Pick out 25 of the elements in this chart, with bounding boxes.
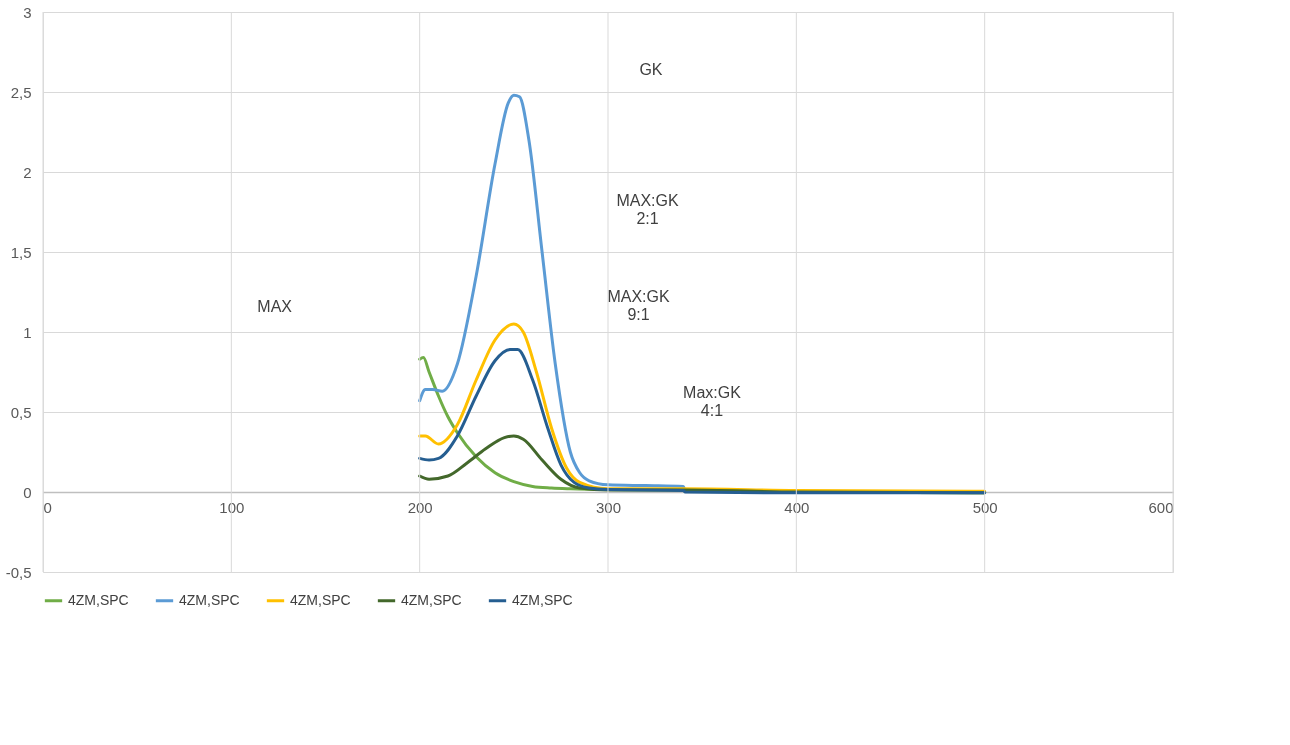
legend-label: 4ZM,SPC [512, 591, 573, 608]
annotation: Max:GK 4:1 [683, 383, 742, 419]
x-tick-label: 300 [595, 498, 622, 516]
annotation: MAX:GK 9:1 [607, 288, 670, 324]
y-tick-label: 3 [23, 3, 32, 21]
y-tick-label: 2 [23, 163, 32, 181]
y-tick-label: 0 [23, 483, 32, 501]
x-tick-label: 500 [972, 498, 998, 516]
annotation: MAX [257, 297, 293, 315]
x-tick-label: 200 [407, 498, 433, 516]
y-tick-label: 1 [23, 323, 32, 341]
legend-label: 4ZM,SPC [401, 591, 462, 608]
legend-label: 4ZM,SPC [290, 591, 351, 608]
x-tick-label: 0 [43, 498, 52, 516]
y-tick-label: 0,5 [10, 403, 32, 421]
y-tick-label: 1,5 [10, 243, 32, 261]
legend-label: 4ZM,SPC [179, 591, 240, 608]
x-tick-label: 400 [784, 498, 810, 516]
x-tick-label: 600 [1148, 498, 1174, 516]
y-tick-label: 2,5 [10, 83, 32, 101]
legend-label: 4ZM,SPC [68, 591, 129, 608]
annotation: MAX:GK 2:1 [616, 191, 679, 227]
annotation: GK [639, 60, 663, 78]
y-tick-label: -0,5 [5, 563, 32, 581]
x-tick-label: 100 [219, 498, 245, 516]
